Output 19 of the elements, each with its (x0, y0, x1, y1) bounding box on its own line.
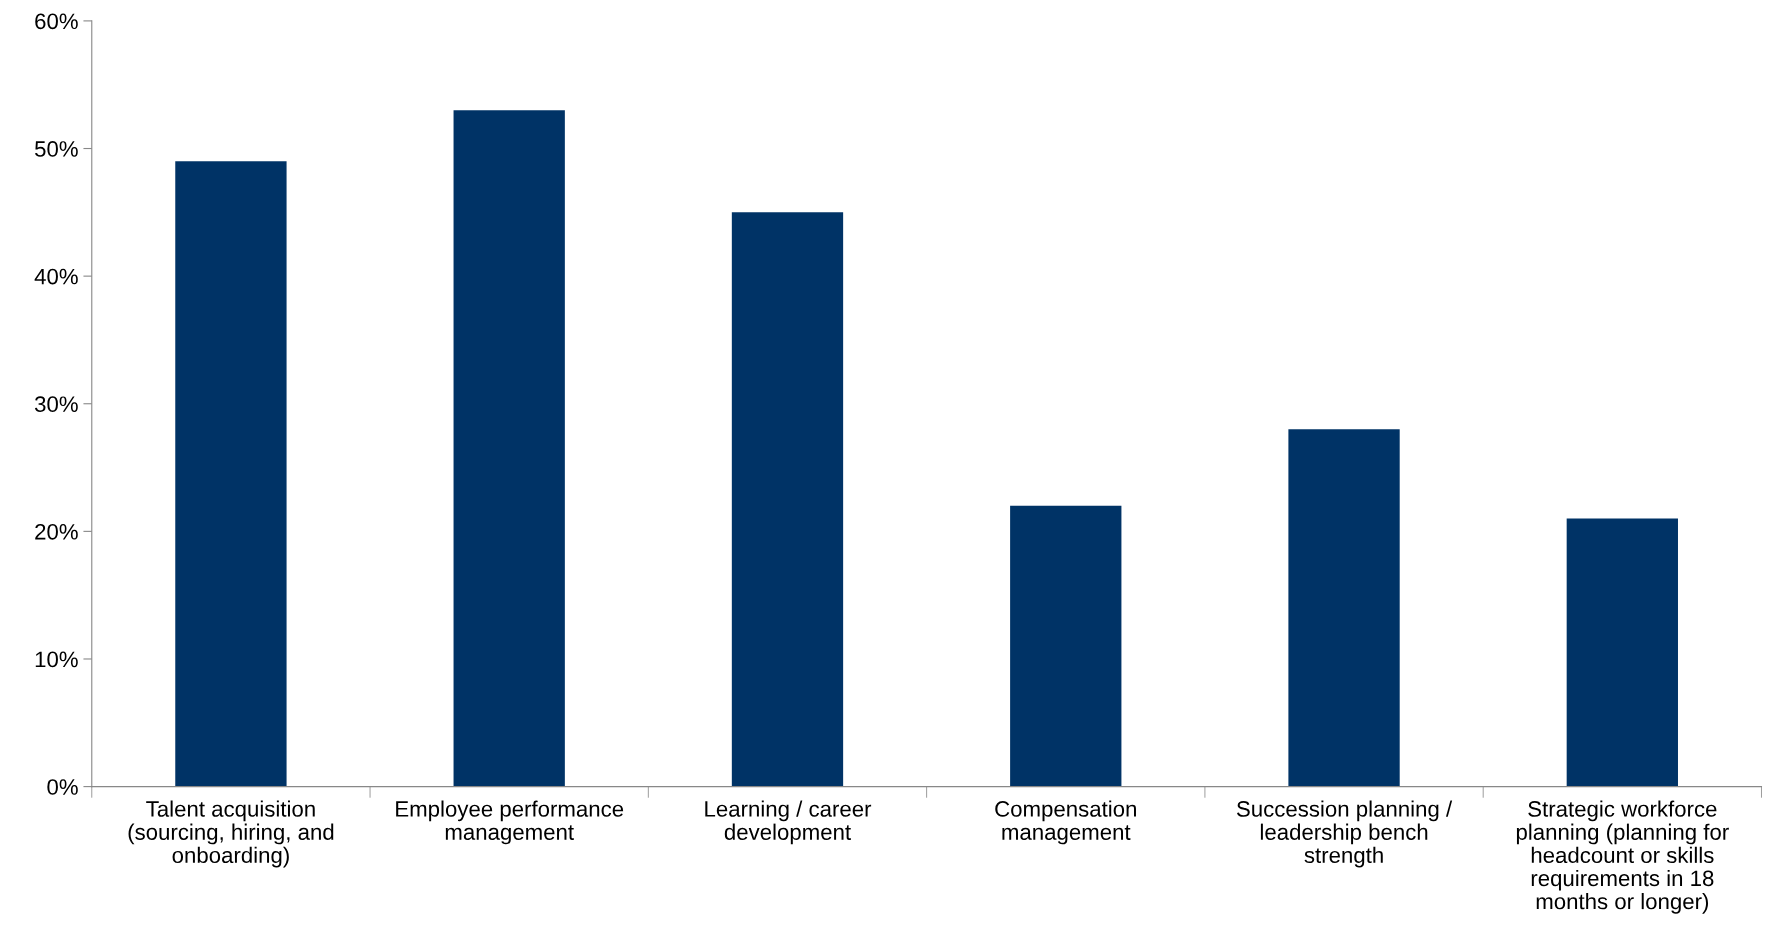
x-tick-label: Strategic workforce planning (planning for headcount or skills requirements in 18 months or longer) (1516, 800, 1729, 914)
x-tick-label: Employee performance management (396, 800, 624, 845)
bar (175, 161, 287, 787)
y-tick-label: 30% (34, 396, 78, 413)
y-tick-label: 0% (47, 779, 78, 795)
x-tick-label: Succession planning / leadership bench strength (1236, 800, 1453, 868)
y-tick-label: 40% (34, 268, 78, 285)
y-tick-label: 20% (35, 523, 78, 540)
x-tick-label: Talent acquisition (sourcing, hiring, and onboarding) (128, 800, 334, 868)
bar (1010, 505, 1122, 787)
y-tick-label: 10% (35, 651, 78, 668)
x-tick-label: Compensation management (995, 800, 1136, 845)
y-tick-label: 60% (35, 13, 78, 30)
bar (1566, 518, 1678, 787)
y-tick-label: 50% (35, 141, 78, 157)
bar (453, 110, 565, 787)
x-tick-label: Learning / career development (705, 800, 872, 845)
bar (731, 212, 844, 787)
bar (1288, 429, 1400, 787)
